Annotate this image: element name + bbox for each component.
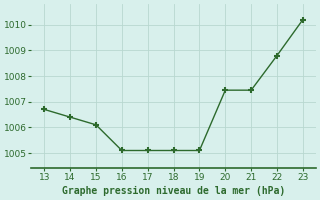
X-axis label: Graphe pression niveau de la mer (hPa): Graphe pression niveau de la mer (hPa) xyxy=(62,186,285,196)
